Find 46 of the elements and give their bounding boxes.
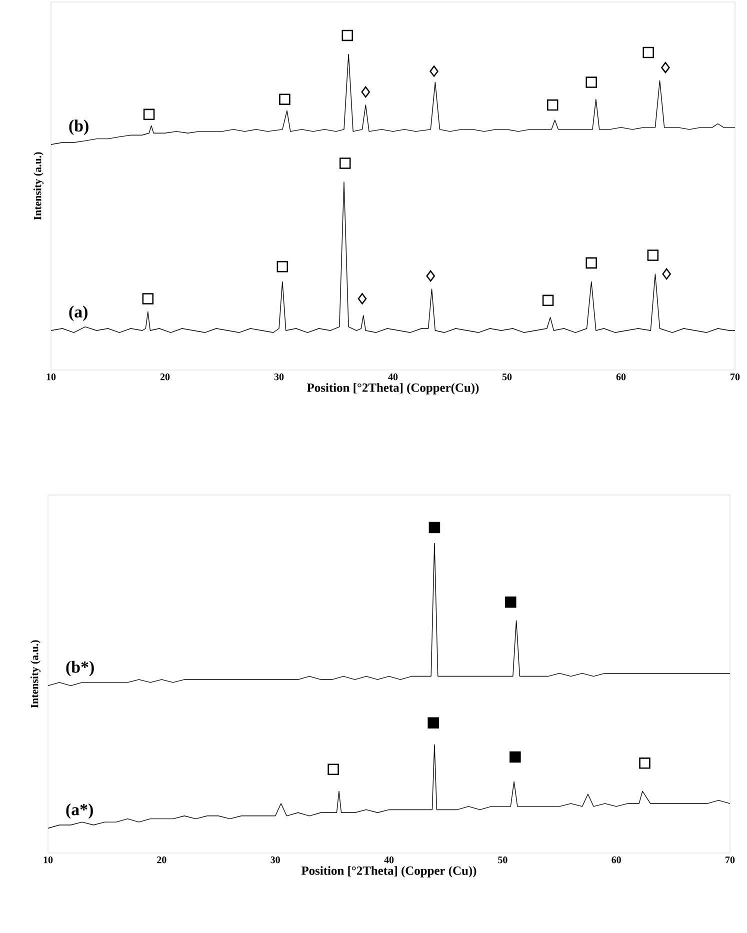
point [586, 76, 597, 88]
point [328, 764, 339, 775]
point [662, 268, 671, 280]
x-tick-label: 70 [726, 856, 735, 864]
x-tick-label: 60 [616, 374, 626, 380]
series-label: (a) [69, 306, 88, 322]
point [342, 30, 354, 42]
point [426, 270, 436, 282]
point [279, 94, 290, 105]
point [647, 250, 659, 261]
series-label: (b) [69, 120, 88, 136]
x-tick-label: 10 [46, 374, 56, 380]
point [361, 86, 370, 98]
point [428, 717, 439, 728]
x-tick-label: 70 [730, 374, 740, 380]
point [586, 257, 597, 269]
y-axis-title: Intensity (a.u.) [30, 640, 40, 708]
point [546, 99, 558, 111]
point [542, 294, 554, 306]
x-axis-title: Position [°2Theta] (Copper(Cu)) [307, 383, 479, 394]
point [276, 260, 288, 272]
x-tick-label: 10 [44, 856, 53, 864]
x-tick-label: 50 [498, 856, 508, 864]
point [428, 522, 440, 534]
series-label: (b*) [66, 660, 94, 676]
x-tick-label: 30 [270, 856, 280, 864]
x-tick-label: 30 [274, 374, 284, 380]
point [358, 293, 367, 304]
series-label: (a*) [66, 803, 93, 819]
x-tick-label: 50 [502, 374, 512, 380]
point [639, 758, 650, 769]
point [661, 62, 670, 74]
point [510, 751, 521, 763]
x-axis-title: Position [°2Theta] (Copper (Cu)) [301, 866, 476, 878]
point [339, 158, 351, 169]
x-tick-label: 60 [612, 856, 621, 864]
point [430, 66, 438, 77]
x-tick-label: 20 [160, 374, 170, 380]
point [642, 46, 654, 58]
x-tick-label: 40 [388, 374, 398, 380]
point [504, 596, 516, 608]
point [142, 293, 154, 304]
point [143, 108, 155, 120]
y-axis-title: Intensity (a.u.) [34, 152, 44, 220]
x-tick-label: 40 [384, 856, 394, 864]
x-tick-label: 20 [157, 856, 166, 864]
